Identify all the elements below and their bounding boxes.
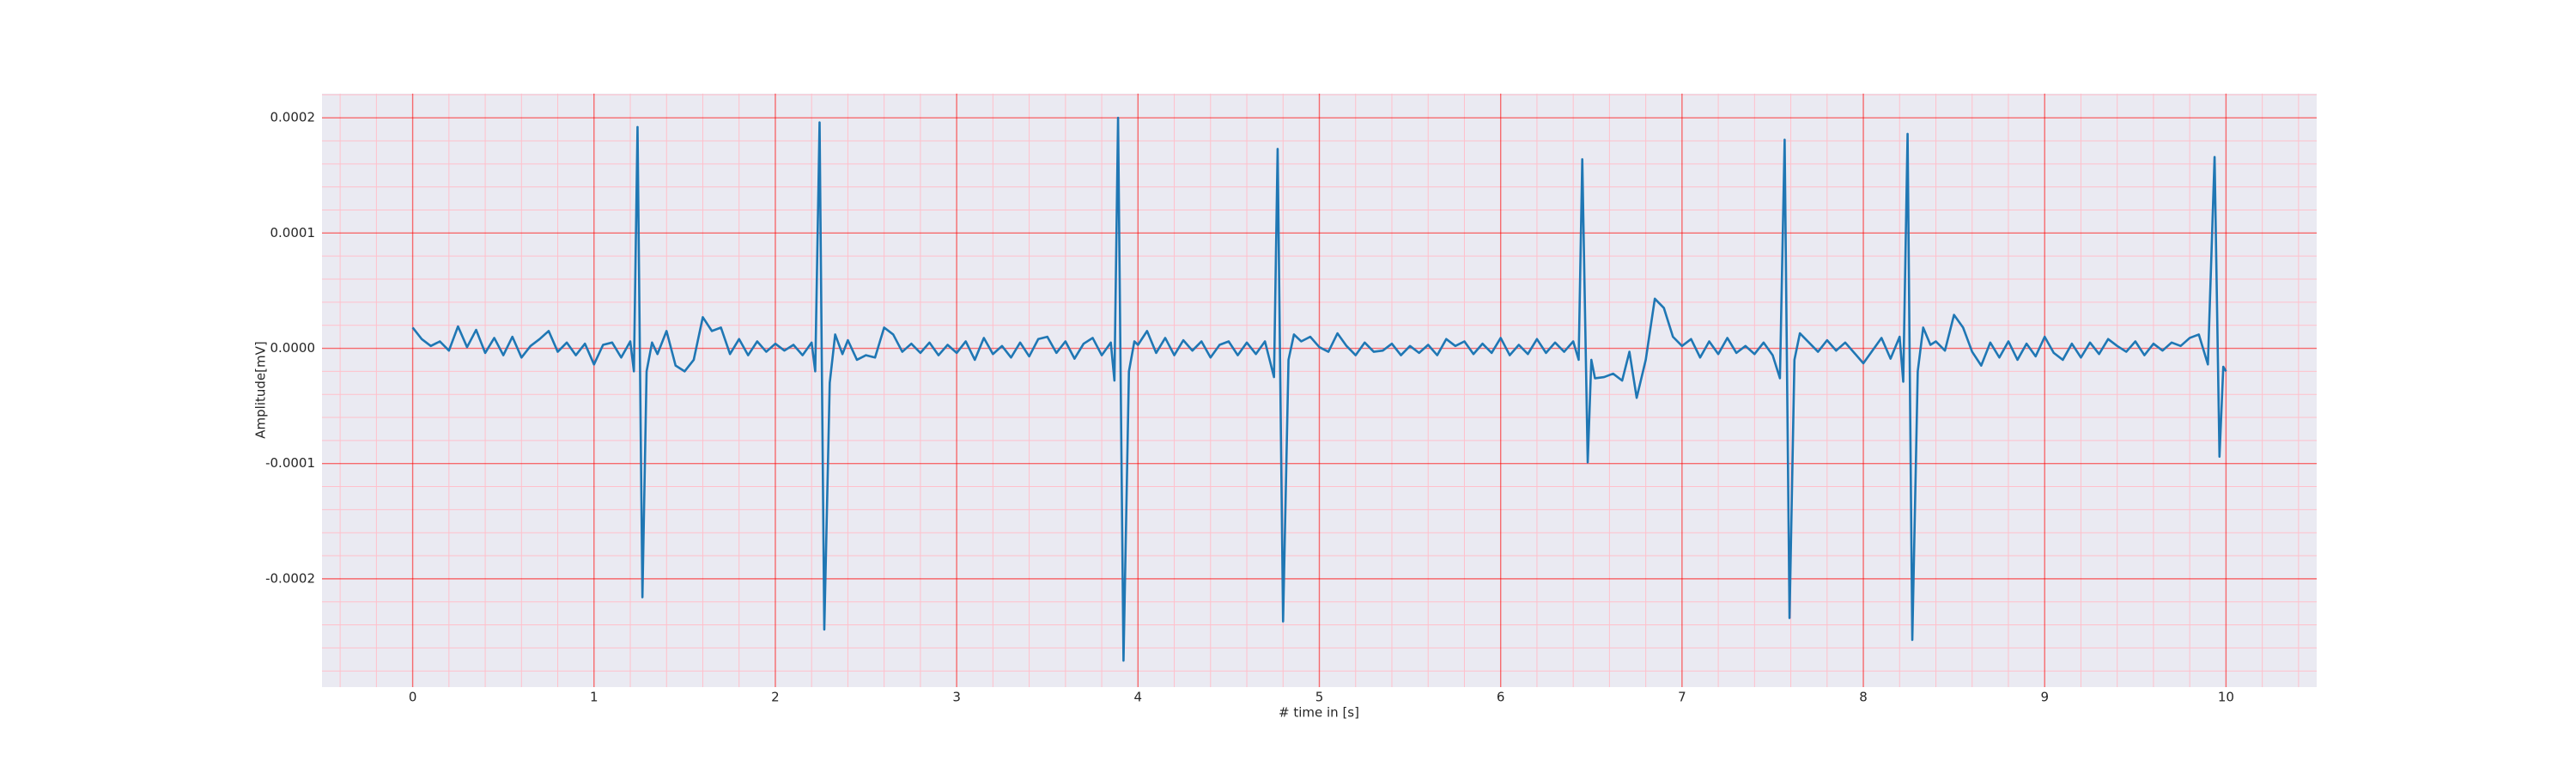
x-tick-label: 9 [2040, 690, 2049, 705]
x-tick-label: 7 [1678, 690, 1686, 705]
x-tick-label: 6 [1497, 690, 1505, 705]
y-tick-label: 0.0001 [270, 225, 316, 240]
y-axis-label: Amplitude[mV] [253, 341, 269, 438]
x-tick-label: 8 [1859, 690, 1868, 705]
x-tick-label: 3 [952, 690, 961, 705]
y-tick-label: 0.0002 [270, 110, 316, 125]
x-axis-label: # time in [s] [1279, 705, 1359, 721]
x-tick-label: 1 [590, 690, 598, 705]
x-tick-label: 4 [1134, 690, 1143, 705]
x-tick-label: 0 [409, 690, 417, 705]
x-tick-label: 2 [771, 690, 780, 705]
y-tick-label: 0.0000 [270, 340, 316, 356]
labels: 0 1 2 3 4 5 6 7 8 9 10 -0.0002 -0.0001 0.0000 0.0001 0.… [265, 110, 2234, 705]
y-tick-label: -0.0002 [265, 570, 315, 586]
marks [411, 116, 2227, 662]
x-tick-label: 5 [1315, 690, 1324, 705]
signal-line [411, 116, 2227, 662]
x-tick-label: 10 [2218, 690, 2234, 705]
grid [322, 94, 2317, 687]
y-tick-label: -0.0001 [265, 455, 315, 471]
